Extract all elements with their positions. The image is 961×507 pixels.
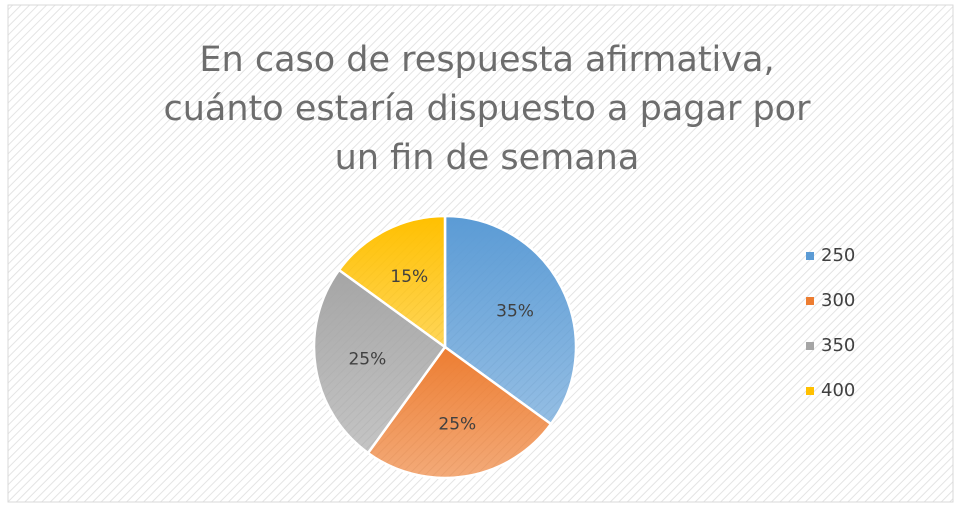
pie-slice <box>443 214 578 426</box>
legend-marker <box>806 342 814 350</box>
data-label: 25% <box>348 349 386 369</box>
legend-marker <box>806 387 814 395</box>
legend-marker <box>806 252 814 260</box>
data-label: 35% <box>496 301 534 321</box>
data-label: 15% <box>390 267 428 287</box>
legend-marker <box>806 297 814 305</box>
legend-label: 250 <box>821 245 855 266</box>
legend-label: 350 <box>821 335 855 356</box>
pie-slice <box>312 268 447 455</box>
legend-label: 400 <box>821 380 855 401</box>
pie-slice <box>366 345 553 480</box>
legend-label: 300 <box>821 290 855 311</box>
chart-title: En caso de respuesta afirmativa, cuánto … <box>163 40 811 178</box>
data-label: 25% <box>438 415 476 435</box>
pie-slice <box>337 214 447 350</box>
